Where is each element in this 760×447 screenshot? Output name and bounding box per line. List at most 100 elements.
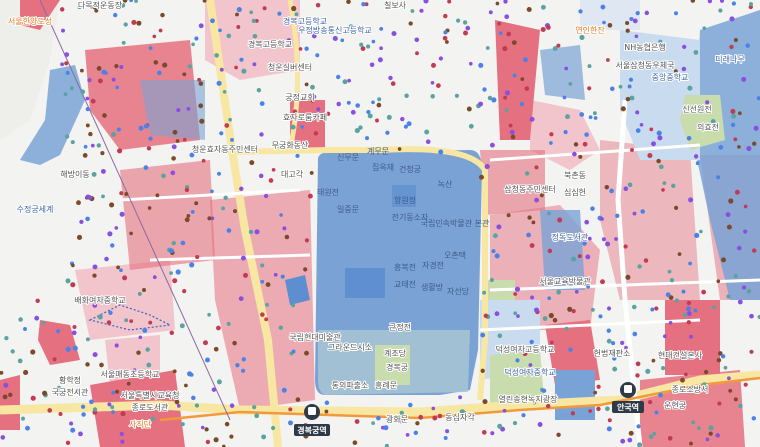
poi-dot[interactable] bbox=[194, 201, 199, 206]
poi-dot[interactable] bbox=[58, 412, 63, 416]
poi-dot[interactable] bbox=[547, 248, 553, 254]
poi-dot[interactable] bbox=[480, 368, 485, 373]
poi-dot[interactable] bbox=[161, 173, 166, 179]
poi-dot[interactable] bbox=[658, 392, 663, 398]
poi-dot[interactable] bbox=[734, 189, 740, 195]
poi-dot[interactable] bbox=[72, 345, 78, 351]
poi-dot[interactable] bbox=[182, 137, 187, 142]
poi-dot[interactable] bbox=[97, 314, 103, 320]
poi-dot[interactable] bbox=[543, 280, 547, 285]
poi-dot[interactable] bbox=[207, 312, 211, 317]
poi-dot[interactable] bbox=[547, 296, 552, 301]
poi-dot[interactable] bbox=[354, 419, 360, 424]
poi-dot[interactable] bbox=[533, 368, 539, 374]
poi-dot[interactable] bbox=[184, 187, 190, 193]
place-label[interactable]: 경복고등학교 bbox=[247, 38, 293, 50]
poi-dot[interactable] bbox=[627, 84, 632, 89]
poi-dot[interactable] bbox=[529, 243, 535, 248]
poi-dot[interactable] bbox=[661, 74, 666, 80]
poi-dot[interactable] bbox=[90, 143, 95, 148]
poi-dot[interactable] bbox=[425, 139, 431, 145]
poi-dot[interactable] bbox=[336, 74, 341, 80]
poi-dot[interactable] bbox=[716, 357, 722, 363]
poi-dot[interactable] bbox=[290, 124, 296, 130]
place-label[interactable]: 국립현대미술관 bbox=[288, 331, 342, 343]
poi-dot[interactable] bbox=[219, 67, 224, 72]
poi-dot[interactable] bbox=[310, 98, 315, 103]
poi-dot[interactable] bbox=[731, 113, 737, 119]
poi-dot[interactable] bbox=[515, 358, 520, 363]
poi-dot[interactable] bbox=[648, 434, 654, 439]
poi-dot[interactable] bbox=[743, 229, 748, 234]
place-label[interactable]: 생활방 bbox=[421, 282, 444, 292]
poi-dot[interactable] bbox=[233, 209, 237, 214]
poi-dot[interactable] bbox=[502, 408, 507, 413]
poi-dot[interactable] bbox=[65, 440, 71, 445]
poi-dot[interactable] bbox=[262, 6, 267, 11]
poi-dot[interactable] bbox=[131, 19, 137, 25]
poi-dot[interactable] bbox=[187, 371, 193, 377]
poi-dot[interactable] bbox=[668, 320, 673, 325]
poi-dot[interactable] bbox=[74, 388, 79, 393]
poi-dot[interactable] bbox=[625, 274, 631, 280]
poi-dot[interactable] bbox=[647, 399, 653, 405]
poi-dot[interactable] bbox=[186, 107, 191, 111]
poi-dot[interactable] bbox=[85, 362, 90, 367]
poi-dot[interactable] bbox=[42, 390, 48, 396]
poi-dot[interactable] bbox=[506, 213, 511, 218]
place-label[interactable]: 서울매동초등학교 bbox=[100, 368, 161, 380]
poi-dot[interactable] bbox=[495, 1, 500, 6]
poi-dot[interactable] bbox=[651, 141, 656, 147]
poi-dot[interactable] bbox=[443, 436, 448, 440]
place-label[interactable]: 서울한양도성 bbox=[7, 16, 53, 27]
poi-dot[interactable] bbox=[96, 143, 102, 148]
poi-dot[interactable] bbox=[656, 158, 661, 164]
poi-dot[interactable] bbox=[180, 240, 186, 246]
poi-dot[interactable] bbox=[100, 151, 105, 156]
poi-dot[interactable] bbox=[524, 86, 530, 91]
poi-dot[interactable] bbox=[749, 349, 754, 354]
poi-dot[interactable] bbox=[391, 30, 397, 37]
poi-dot[interactable] bbox=[652, 431, 657, 436]
poi-dot[interactable] bbox=[229, 403, 235, 408]
poi-dot[interactable] bbox=[399, 410, 404, 416]
poi-dot[interactable] bbox=[124, 318, 129, 323]
poi-dot[interactable] bbox=[530, 295, 535, 300]
poi-dot[interactable] bbox=[120, 411, 126, 417]
poi-dot[interactable] bbox=[230, 137, 234, 142]
poi-dot[interactable] bbox=[71, 263, 75, 268]
poi-dot[interactable] bbox=[598, 314, 603, 319]
poi-dot[interactable] bbox=[635, 373, 640, 378]
poi-dot[interactable] bbox=[238, 296, 244, 302]
place-label[interactable]: 중앙중학교 bbox=[651, 71, 690, 83]
poi-dot[interactable] bbox=[606, 58, 610, 62]
poi-dot[interactable] bbox=[512, 421, 518, 426]
poi-dot[interactable] bbox=[635, 361, 641, 367]
poi-dot[interactable] bbox=[403, 124, 408, 129]
poi-dot[interactable] bbox=[737, 111, 742, 116]
poi-dot[interactable] bbox=[489, 142, 495, 148]
place-label[interactable]: 현대건설본사 bbox=[657, 349, 704, 361]
place-label[interactable]: 국립민속박물관 본관 bbox=[421, 218, 490, 228]
poi-dot[interactable] bbox=[686, 300, 692, 306]
poi-dot[interactable] bbox=[549, 340, 554, 345]
poi-dot[interactable] bbox=[568, 82, 573, 86]
poi-dot[interactable] bbox=[556, 43, 561, 48]
poi-dot[interactable] bbox=[4, 335, 9, 341]
poi-dot[interactable] bbox=[175, 139, 180, 143]
poi-dot[interactable] bbox=[286, 38, 292, 43]
poi-dot[interactable] bbox=[2, 394, 8, 400]
poi-dot[interactable] bbox=[546, 25, 551, 30]
poi-dot[interactable] bbox=[720, 354, 726, 359]
poi-dot[interactable] bbox=[432, 415, 438, 421]
poi-dot[interactable] bbox=[210, 216, 215, 221]
poi-dot[interactable] bbox=[689, 334, 693, 339]
poi-dot[interactable] bbox=[223, 195, 228, 201]
poi-dot[interactable] bbox=[741, 285, 747, 290]
poi-dot[interactable] bbox=[529, 339, 534, 345]
poi-dot[interactable] bbox=[243, 272, 248, 278]
poi-dot[interactable] bbox=[593, 111, 597, 116]
poi-dot[interactable] bbox=[528, 363, 533, 367]
poi-dot[interactable] bbox=[481, 430, 487, 435]
poi-dot[interactable] bbox=[637, 264, 642, 269]
